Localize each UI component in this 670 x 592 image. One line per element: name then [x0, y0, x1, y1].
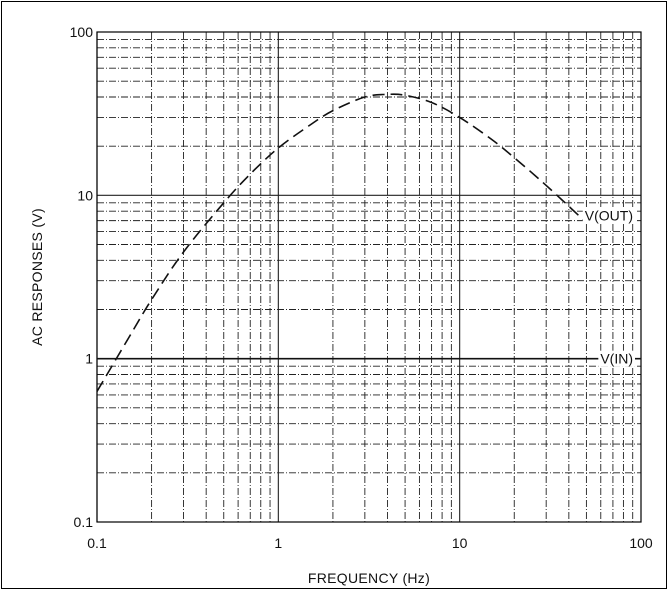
y-tick-label: 100: [70, 24, 94, 40]
series-v-out: [96, 93, 587, 392]
y-tick-label: 1: [85, 351, 93, 367]
tick-labels: 0.1 1 10 100 0.1 1 10 100: [70, 24, 653, 551]
series-label-bg: [598, 350, 635, 367]
series-layer: V(OUT) V(IN): [96, 93, 641, 392]
x-axis-label: FREQUENCY (Hz): [308, 570, 430, 586]
y-tick-label: 0.1: [74, 514, 94, 530]
y-axis-label: AC RESPONSES (V): [29, 208, 45, 346]
grid-major: [96, 32, 641, 523]
x-tick-label: 100: [629, 535, 653, 551]
y-tick-label: 10: [77, 187, 93, 203]
x-tick-label: 0.1: [87, 535, 107, 551]
series-label-bg: [582, 207, 635, 224]
grid-minor: [97, 32, 641, 522]
series-label: V(IN): [600, 351, 633, 367]
x-tick-label: 1: [274, 535, 282, 551]
plot-area-border: [96, 31, 642, 523]
x-tick-label: 10: [452, 535, 468, 551]
series-label: V(OUT): [585, 208, 633, 224]
